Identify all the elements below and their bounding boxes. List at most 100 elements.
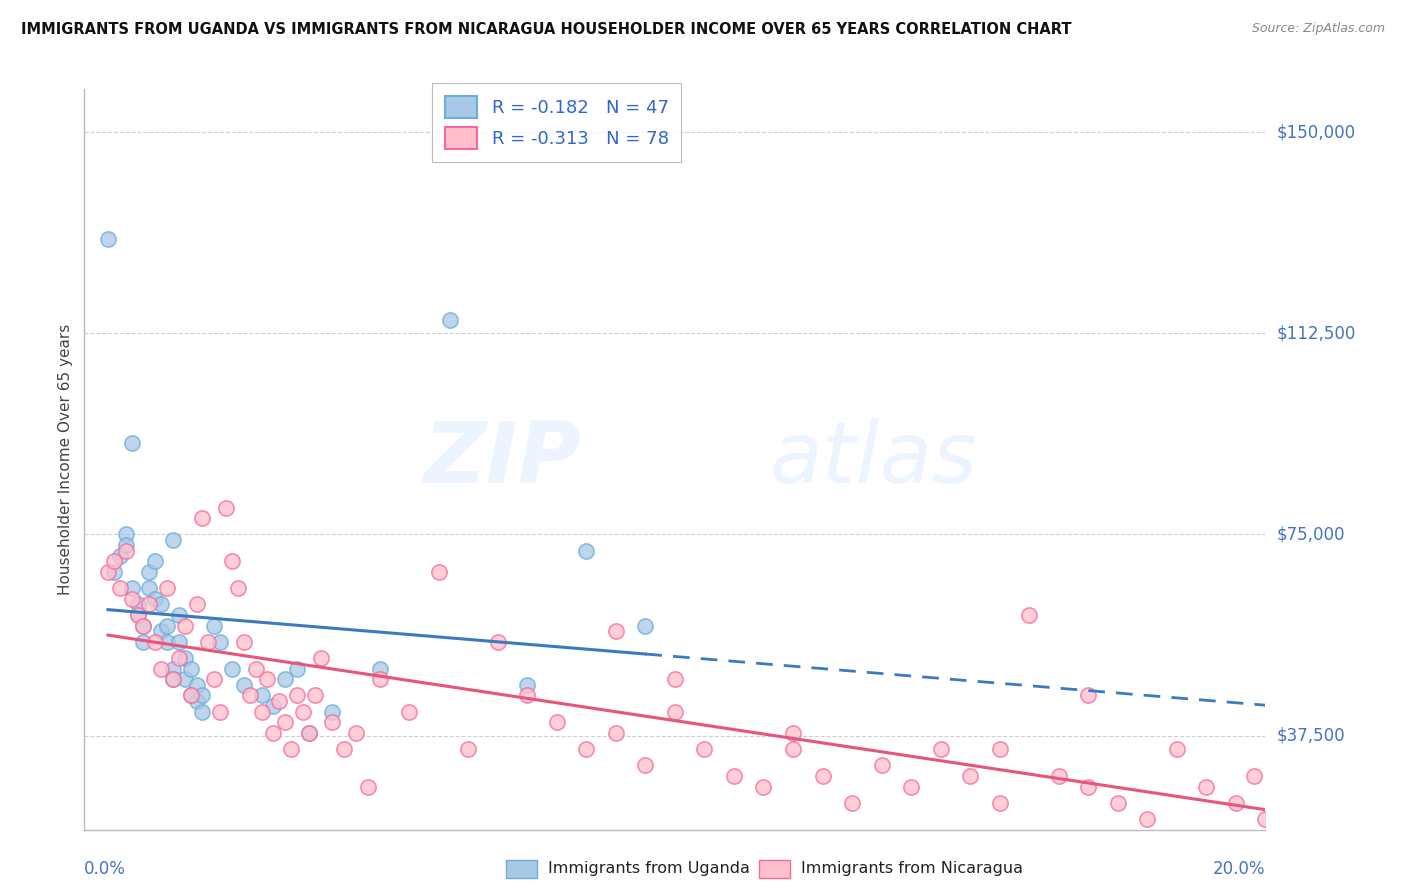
Point bbox=[138, 597, 160, 611]
Text: $37,500: $37,500 bbox=[1277, 727, 1346, 745]
Point bbox=[167, 651, 190, 665]
Y-axis label: Householder Income Over 65 years: Householder Income Over 65 years bbox=[58, 324, 73, 595]
Text: IMMIGRANTS FROM UGANDA VS IMMIGRANTS FROM NICARAGUA HOUSEHOLDER INCOME OVER 65 Y: IMMIGRANTS FROM UGANDA VS IMMIGRANTS FRO… bbox=[21, 22, 1071, 37]
Point bbox=[269, 694, 291, 708]
Point bbox=[870, 758, 893, 772]
Point bbox=[173, 673, 195, 687]
Point bbox=[215, 500, 238, 515]
Point bbox=[97, 232, 120, 246]
Point bbox=[752, 780, 775, 794]
Point bbox=[664, 673, 686, 687]
Point bbox=[143, 591, 166, 606]
Point bbox=[546, 715, 568, 730]
Point bbox=[298, 726, 321, 740]
Point bbox=[114, 527, 136, 541]
Point bbox=[439, 313, 461, 327]
Point bbox=[693, 742, 716, 756]
Point bbox=[988, 742, 1011, 756]
Point bbox=[143, 634, 166, 648]
Point bbox=[1254, 812, 1277, 826]
Point bbox=[280, 742, 302, 756]
Point bbox=[309, 651, 332, 665]
Point bbox=[250, 705, 273, 719]
Point bbox=[167, 634, 190, 648]
Point bbox=[167, 607, 190, 622]
Point bbox=[150, 624, 173, 638]
Point bbox=[605, 726, 627, 740]
Point bbox=[180, 662, 202, 676]
Legend: R = -0.182   N = 47, R = -0.313   N = 78: R = -0.182 N = 47, R = -0.313 N = 78 bbox=[432, 84, 682, 161]
Point bbox=[221, 554, 243, 568]
Point bbox=[143, 554, 166, 568]
Point bbox=[1136, 812, 1159, 826]
Point bbox=[575, 742, 598, 756]
Point bbox=[605, 624, 627, 638]
Point bbox=[121, 591, 143, 606]
Text: ZIP: ZIP bbox=[423, 417, 581, 501]
Point bbox=[782, 726, 804, 740]
Point bbox=[1077, 689, 1099, 703]
Point bbox=[1166, 742, 1188, 756]
Point bbox=[186, 678, 208, 692]
Point bbox=[1047, 769, 1070, 783]
Point bbox=[285, 662, 308, 676]
Point bbox=[274, 673, 297, 687]
Point bbox=[121, 581, 143, 595]
Point bbox=[1077, 780, 1099, 794]
Point bbox=[575, 543, 598, 558]
Point bbox=[782, 742, 804, 756]
Point bbox=[357, 780, 380, 794]
Point bbox=[132, 634, 155, 648]
Point bbox=[262, 726, 284, 740]
Point bbox=[486, 634, 509, 648]
Point bbox=[239, 689, 262, 703]
Point bbox=[132, 618, 155, 632]
Text: Immigrants from Uganda: Immigrants from Uganda bbox=[548, 862, 751, 876]
Point bbox=[457, 742, 479, 756]
Point bbox=[150, 597, 173, 611]
Point bbox=[321, 705, 343, 719]
Point bbox=[202, 673, 225, 687]
Point bbox=[664, 705, 686, 719]
Point bbox=[186, 694, 208, 708]
Point bbox=[108, 549, 131, 563]
Point bbox=[162, 533, 184, 547]
Text: 20.0%: 20.0% bbox=[1213, 860, 1265, 878]
Point bbox=[132, 618, 155, 632]
Point bbox=[262, 699, 284, 714]
Point bbox=[138, 565, 160, 579]
Point bbox=[427, 565, 450, 579]
Point bbox=[1018, 607, 1040, 622]
Point bbox=[274, 715, 297, 730]
Point bbox=[841, 796, 863, 810]
Point bbox=[162, 673, 184, 687]
Point bbox=[162, 673, 184, 687]
Point bbox=[929, 742, 952, 756]
Point bbox=[97, 565, 120, 579]
Text: Source: ZipAtlas.com: Source: ZipAtlas.com bbox=[1251, 22, 1385, 36]
Point bbox=[959, 769, 981, 783]
Point bbox=[150, 662, 173, 676]
Text: atlas: atlas bbox=[769, 417, 977, 501]
Text: $112,500: $112,500 bbox=[1277, 325, 1355, 343]
Point bbox=[321, 715, 343, 730]
Point bbox=[173, 651, 195, 665]
Point bbox=[180, 689, 202, 703]
Point bbox=[723, 769, 745, 783]
Point bbox=[180, 689, 202, 703]
Point bbox=[232, 634, 254, 648]
Point bbox=[209, 705, 232, 719]
Text: 0.0%: 0.0% bbox=[84, 860, 127, 878]
Point bbox=[1225, 796, 1247, 810]
Point bbox=[191, 511, 214, 525]
Point bbox=[245, 662, 267, 676]
Point bbox=[516, 678, 538, 692]
Text: Immigrants from Nicaragua: Immigrants from Nicaragua bbox=[801, 862, 1024, 876]
Point bbox=[398, 705, 420, 719]
Point bbox=[127, 597, 149, 611]
Point bbox=[1107, 796, 1129, 810]
Point bbox=[209, 634, 232, 648]
Point bbox=[103, 565, 125, 579]
Point bbox=[811, 769, 834, 783]
Point bbox=[202, 618, 225, 632]
